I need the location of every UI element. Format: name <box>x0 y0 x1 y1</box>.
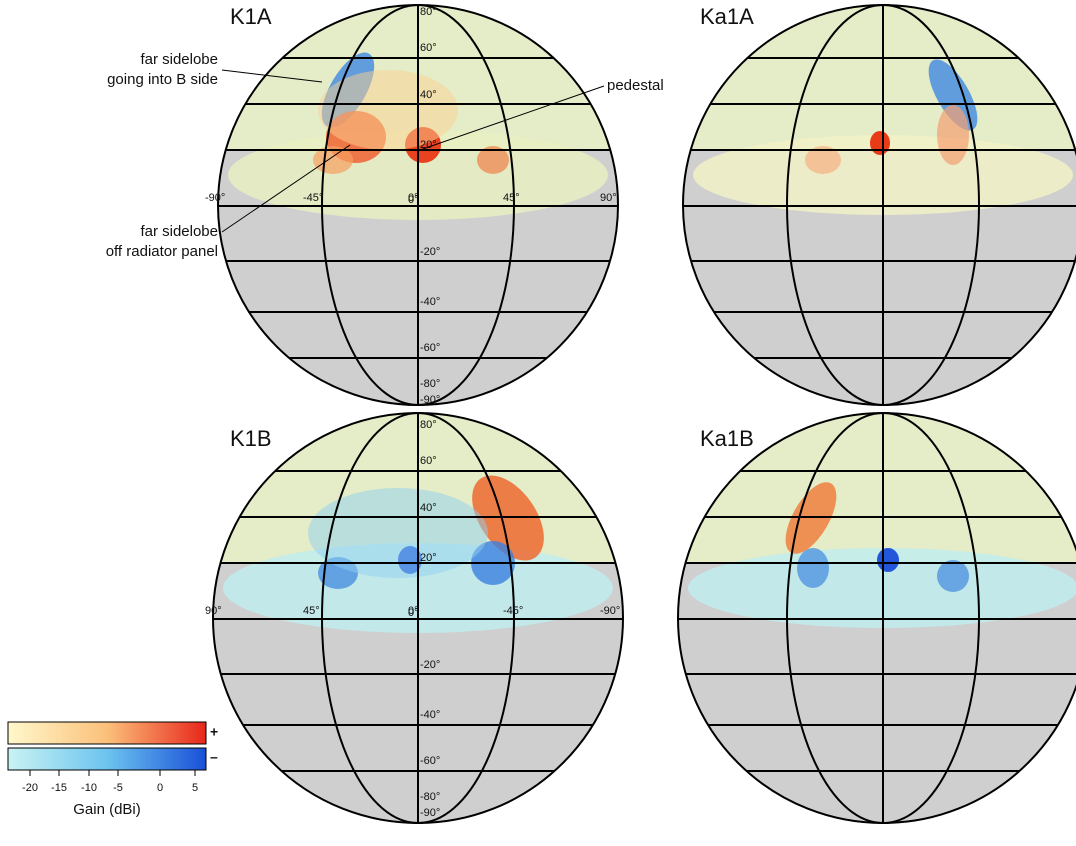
latitude-label: -80° <box>420 791 440 803</box>
longitude-label: -90° <box>205 192 225 204</box>
panel-label: Ka1A <box>700 4 754 29</box>
annotation: going into B side <box>107 71 218 88</box>
latitude-label: 40° <box>420 502 437 514</box>
longitude-label: 45° <box>503 192 520 204</box>
colorbar-minus: – <box>210 749 218 765</box>
gain-blob <box>308 488 488 578</box>
latitude-label: 80° <box>420 6 437 18</box>
latitude-label: 20° <box>420 552 437 564</box>
latitude-label: -60° <box>420 755 440 767</box>
latitude-label: -40° <box>420 709 440 721</box>
sphere-panel: K1A 80° 60° 40° 20° 0° -20° -40° -60° -80° -90° -90… <box>205 4 619 406</box>
colorbar-plus: + <box>210 724 218 740</box>
annotation: pedestal <box>607 77 664 94</box>
sphere-outline <box>217 4 619 406</box>
gain-blob <box>870 131 890 155</box>
latitude-label: 40° <box>420 89 437 101</box>
sphere-panel: Ka1B <box>677 412 1076 824</box>
annotations: far sidelobe going into B side pedestal … <box>106 51 664 260</box>
latitude-label: 0° <box>408 194 419 206</box>
colorbar-cool <box>7 747 207 771</box>
colorbar-tick-label: -15 <box>51 782 67 794</box>
colorbar-label: Gain (dBi) <box>73 801 141 818</box>
leader-line <box>419 85 605 151</box>
longitude-label: -45° <box>303 192 323 204</box>
panels: K1A 80° 60° 40° 20° 0° -20° -40° -60° -80° -90° -90… <box>205 4 1076 824</box>
colorbar: + – Gain (dBi) -20 -15 -10 -5 0 5 <box>7 721 218 818</box>
annotation: far sidelobe <box>140 51 218 68</box>
sphere-outline <box>677 412 1076 824</box>
gain-blob <box>877 548 899 572</box>
gain-blob <box>318 70 458 150</box>
gain-blob <box>805 146 841 174</box>
colorbar-warm <box>7 721 207 745</box>
latitude-label: -90° <box>420 807 440 819</box>
latitude-label: 0° <box>408 607 419 619</box>
gain-blob <box>928 59 978 131</box>
latitude-label: -60° <box>420 342 440 354</box>
latitude-label: -20° <box>420 659 440 671</box>
longitude-label: 45° <box>303 605 320 617</box>
longitude-label: 90° <box>205 605 222 617</box>
colorbar-tick-label: -5 <box>113 782 123 794</box>
panel-label: K1B <box>230 426 272 451</box>
latitude-label: -90° <box>420 394 440 406</box>
gain-blob <box>937 560 969 592</box>
colorbar-tick-label: 5 <box>192 782 198 794</box>
longitude-label: 90° <box>600 192 617 204</box>
longitude-label: -90° <box>600 605 620 617</box>
sphere-outline <box>682 4 1076 406</box>
panel-label: Ka1B <box>700 426 754 451</box>
gain-blob <box>797 548 829 588</box>
sphere-fill <box>683 5 1076 405</box>
gain-blob <box>477 146 509 174</box>
latitude-label: -40° <box>420 296 440 308</box>
gain-blob <box>937 105 969 165</box>
annotation: far sidelobe <box>140 223 218 240</box>
longitude-label: 0° <box>408 605 419 617</box>
latitude-label: 20° <box>420 139 437 151</box>
longitude-label: -45° <box>503 605 523 617</box>
sphere-outline <box>212 412 624 824</box>
longitude-label: 0° <box>408 192 419 204</box>
leader-line <box>221 69 323 83</box>
annotation: off radiator panel <box>106 243 218 260</box>
sphere-panel: K1B 80° 60° 40° 20° 0° -20° -40° -60° -80° -90° 90°… <box>205 412 624 824</box>
leader-line <box>221 144 351 233</box>
sphere-panel: Ka1A <box>682 4 1076 406</box>
panel-label: K1A <box>230 4 272 29</box>
latitude-label: 60° <box>420 455 437 467</box>
latitude-label: 60° <box>420 42 437 54</box>
colorbar-tick-label: 0 <box>157 782 163 794</box>
colorbar-tick-label: -10 <box>81 782 97 794</box>
colorbar-tick-label: -20 <box>22 782 38 794</box>
latitude-label: -20° <box>420 246 440 258</box>
latitude-label: -80° <box>420 378 440 390</box>
latitude-label: 80° <box>420 419 437 431</box>
